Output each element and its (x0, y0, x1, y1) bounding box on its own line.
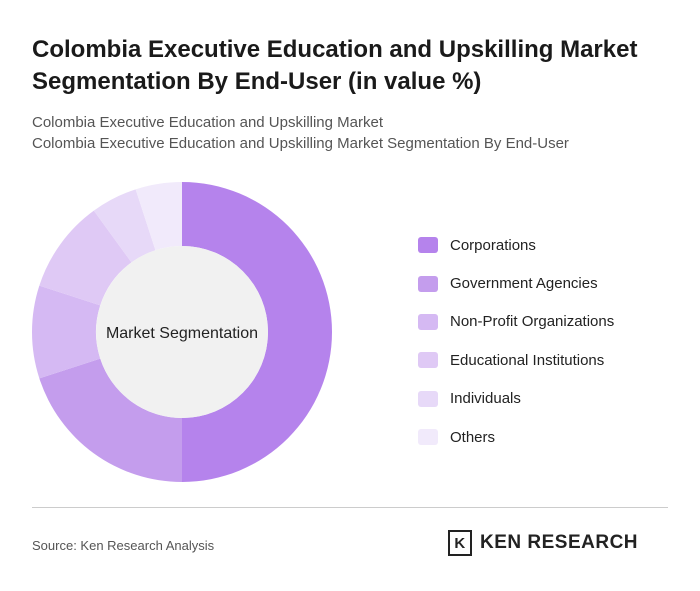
center-label: Market Segmentation (106, 325, 258, 342)
donut-chart: Market Segmentation (32, 182, 332, 482)
legend: Corporations Government Agencies Non-Profi… (418, 226, 614, 456)
legend-item: Others (418, 418, 614, 456)
legend-label: Others (450, 428, 496, 446)
subtitle-1: Colombia Executive Education and Upskill… (32, 114, 384, 131)
donut-hole (96, 246, 268, 418)
legend-swatch (418, 390, 438, 407)
legend-swatch (418, 429, 438, 446)
ken-research-logo: K KEN RESEARCH (448, 530, 638, 556)
slice-non-profit-organizations (32, 285, 101, 379)
legend-label: Individuals (450, 390, 521, 408)
legend-item: Educational Institutions (418, 341, 614, 379)
logo-text: KEN RESEARCH (480, 532, 639, 553)
source-text: Source: Ken Research Analysis (32, 538, 215, 553)
legend-item: Government Agencies (418, 264, 614, 302)
divider (32, 507, 668, 508)
legend-label: Educational Institutions (450, 351, 605, 369)
legend-item: Non-Profit Organizations (418, 303, 614, 341)
logo-mark-icon: K (448, 530, 472, 556)
legend-swatch (418, 237, 438, 254)
legend-label: Government Agencies (450, 275, 598, 293)
legend-swatch (418, 275, 438, 292)
legend-item: Corporations (418, 226, 614, 264)
legend-item: Individuals (418, 380, 614, 418)
legend-swatch (418, 313, 438, 330)
subtitle-2: Colombia Executive Education and Upskill… (32, 135, 569, 152)
legend-label: Non-Profit Organizations (450, 313, 615, 331)
slice-corporations (182, 182, 332, 482)
legend-swatch (418, 352, 438, 369)
slice-individuals (93, 189, 156, 263)
chart-title: Colombia Executive Education and Upskill… (32, 36, 638, 95)
slice-government-agencies (39, 358, 182, 482)
slice-others (135, 182, 182, 251)
legend-label: Corporations (450, 236, 536, 254)
slice-educational-institutions (39, 210, 132, 306)
